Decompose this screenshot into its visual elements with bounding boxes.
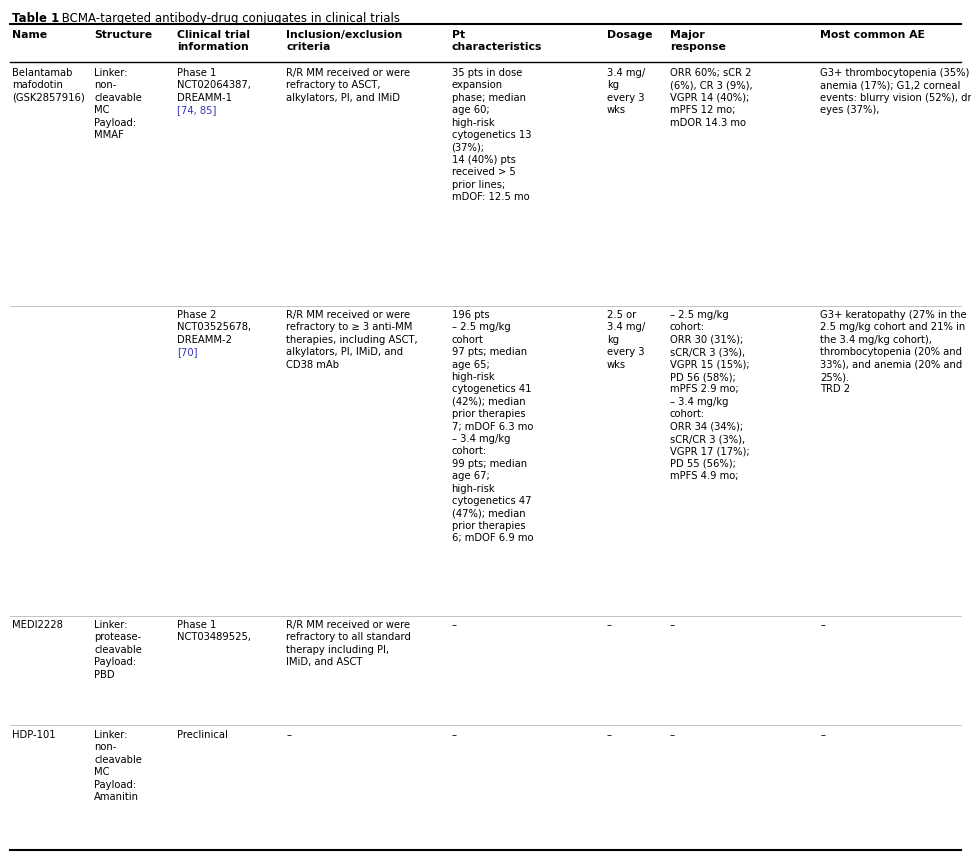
Text: Most common AE: Most common AE (820, 30, 925, 40)
Text: –: – (820, 620, 825, 630)
Text: ORR 60%; sCR 2
(6%), CR 3 (9%),
VGPR 14 (40%);
mPFS 12 mo;
mDOR 14.3 mo: ORR 60%; sCR 2 (6%), CR 3 (9%), VGPR 14 … (670, 68, 753, 128)
Text: R/R MM received or were
refractory to ASCT,
alkylators, PI, and IMiD: R/R MM received or were refractory to AS… (286, 68, 411, 103)
Text: Phase 1
NCT02064387,
DREAMM-1: Phase 1 NCT02064387, DREAMM-1 (177, 68, 251, 103)
Text: Structure: Structure (94, 30, 152, 40)
Text: [74, 85]: [74, 85] (177, 105, 217, 116)
Text: Clinical trial
information: Clinical trial information (177, 30, 250, 51)
Text: –: – (286, 730, 291, 740)
Text: –: – (452, 620, 456, 630)
Text: –: – (820, 730, 825, 740)
Text: –: – (607, 620, 612, 630)
Text: Belantamab
mafodotin
(GSK2857916): Belantamab mafodotin (GSK2857916) (12, 68, 84, 103)
Text: Dosage: Dosage (607, 30, 653, 40)
Text: –: – (607, 730, 612, 740)
Text: Phase 1
NCT03489525,: Phase 1 NCT03489525, (177, 620, 251, 643)
Text: Table 1: Table 1 (12, 12, 59, 25)
Text: Inclusion/exclusion
criteria: Inclusion/exclusion criteria (286, 30, 403, 51)
Text: Name: Name (12, 30, 47, 40)
Text: MEDI2228: MEDI2228 (12, 620, 62, 630)
Text: –: – (670, 620, 675, 630)
Text: – 2.5 mg/kg
cohort:
ORR 30 (31%);
sCR/CR 3 (3%),
VGPR 15 (15%);
PD 56 (58%);
mPF: – 2.5 mg/kg cohort: ORR 30 (31%); sCR/CR… (670, 310, 750, 481)
Text: Preclinical: Preclinical (177, 730, 227, 740)
Text: G3+ keratopathy (27% in the
2.5 mg/kg cohort and 21% in
the 3.4 mg/kg cohort),
t: G3+ keratopathy (27% in the 2.5 mg/kg co… (820, 310, 967, 394)
Text: –: – (452, 730, 456, 740)
Text: –: – (670, 730, 675, 740)
Text: R/R MM received or were
refractory to ≥ 3 anti-MM
therapies, including ASCT,
alk: R/R MM received or were refractory to ≥ … (286, 310, 419, 369)
Text: Linker:
non-
cleavable
MC
Payload:
Amanitin: Linker: non- cleavable MC Payload: Amani… (94, 730, 142, 802)
Text: [70]: [70] (177, 347, 197, 357)
Text: 3.4 mg/
kg
every 3
wks: 3.4 mg/ kg every 3 wks (607, 68, 645, 115)
Text: 35 pts in dose
expansion
phase; median
age 60;
high-risk
cytogenetics 13
(37%);
: 35 pts in dose expansion phase; median a… (452, 68, 531, 202)
Text: Phase 2
NCT03525678,
DREAMM-2: Phase 2 NCT03525678, DREAMM-2 (177, 310, 251, 345)
Text: G3+ thrombocytopenia (35%)
anemia (17%); G1,2 corneal
events: blurry vision (52%: G3+ thrombocytopenia (35%) anemia (17%);… (820, 68, 971, 115)
Text: 196 pts
– 2.5 mg/kg
cohort
97 pts; median
age 65;
high-risk
cytogenetics 41
(42%: 196 pts – 2.5 mg/kg cohort 97 pts; media… (452, 310, 533, 543)
Text: Linker:
protease-
cleavable
Payload:
PBD: Linker: protease- cleavable Payload: PBD (94, 620, 142, 680)
Text: Linker:
non-
cleavable
MC
Payload:
MMAF: Linker: non- cleavable MC Payload: MMAF (94, 68, 142, 140)
Text: 2.5 or
3.4 mg/
kg
every 3
wks: 2.5 or 3.4 mg/ kg every 3 wks (607, 310, 645, 369)
Text: HDP-101: HDP-101 (12, 730, 55, 740)
Text: BCMA-targeted antibody-drug conjugates in clinical trials: BCMA-targeted antibody-drug conjugates i… (57, 12, 400, 25)
Text: Major
response: Major response (670, 30, 726, 51)
Text: Pt
characteristics: Pt characteristics (452, 30, 542, 51)
Text: R/R MM received or were
refractory to all standard
therapy including PI,
IMiD, a: R/R MM received or were refractory to al… (286, 620, 412, 668)
